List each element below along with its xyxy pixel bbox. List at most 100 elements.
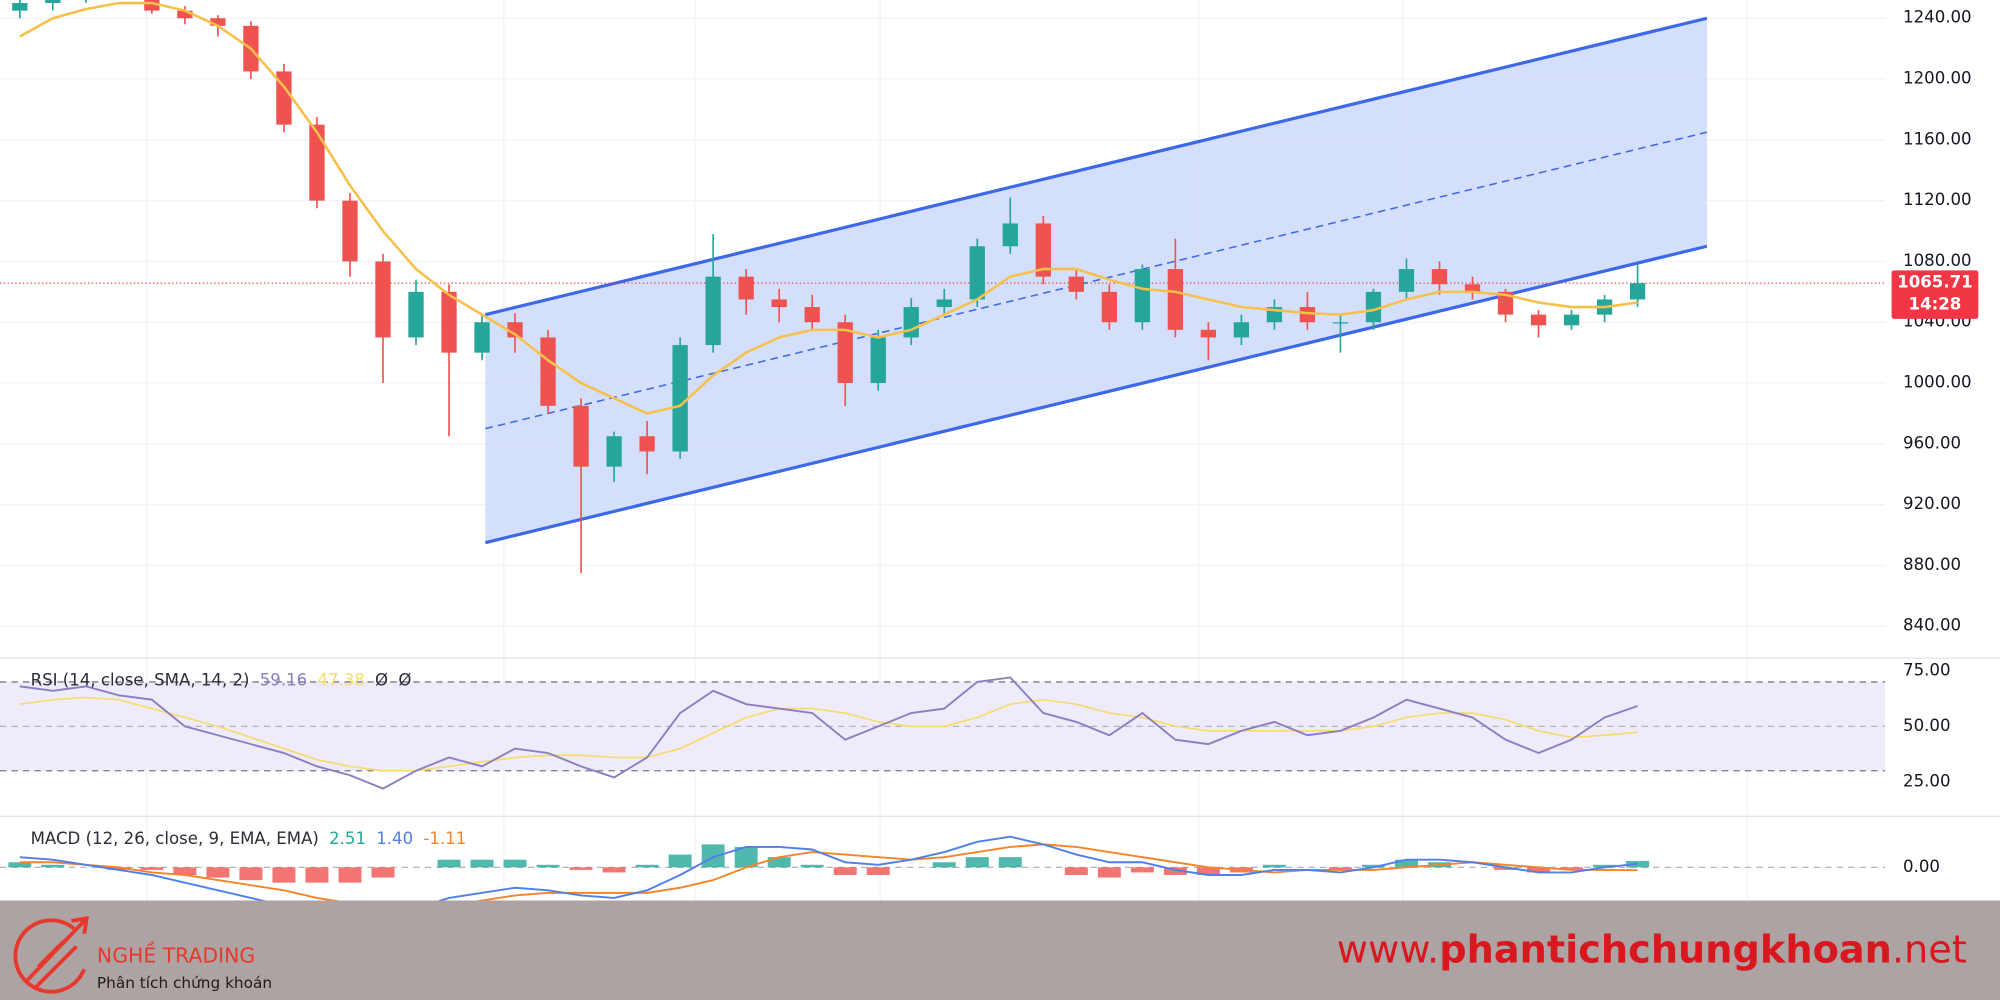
macd-histogram-bar bbox=[1064, 867, 1088, 875]
candle-body bbox=[210, 18, 226, 26]
candle-body bbox=[375, 261, 391, 338]
y-tick-label: 75.00 bbox=[1903, 660, 1950, 679]
legend-text: 2.51 bbox=[329, 829, 366, 848]
macd-histogram-bar bbox=[41, 864, 65, 868]
website: www.phantichchungkhoan.net bbox=[1337, 927, 1967, 972]
y-tick-label: 920.00 bbox=[1903, 494, 1961, 513]
candle-body bbox=[144, 0, 160, 11]
macd-histogram-bar bbox=[569, 867, 593, 870]
candle-body bbox=[1101, 291, 1117, 323]
candle-body bbox=[1530, 314, 1547, 326]
candle-body bbox=[1233, 322, 1250, 338]
macd-histogram-bar bbox=[437, 859, 461, 868]
url-main: phantichchungkhoan bbox=[1439, 927, 1892, 972]
candle-body bbox=[1332, 322, 1349, 324]
candle-body bbox=[639, 436, 655, 452]
candle-body bbox=[342, 200, 358, 262]
macd-histogram-bar bbox=[833, 867, 857, 875]
candle-body bbox=[1464, 284, 1481, 292]
macd-histogram-bar bbox=[932, 862, 956, 868]
y-tick-label: 1240.00 bbox=[1903, 8, 1972, 27]
macd-histogram-bar bbox=[8, 862, 32, 868]
macd-histogram-bar bbox=[965, 857, 989, 868]
candle-body bbox=[1431, 269, 1448, 285]
y-tick-label: 1120.00 bbox=[1903, 190, 1972, 209]
macd-histogram-bar bbox=[1394, 859, 1418, 868]
price-label: 1065.71 bbox=[1897, 273, 1973, 292]
candle-body bbox=[507, 322, 523, 338]
candle-body bbox=[870, 337, 886, 384]
price-pane bbox=[0, 0, 1886, 627]
macd-histogram-bar bbox=[1163, 867, 1187, 875]
channel-middle bbox=[485, 131, 1708, 430]
macd-histogram-bar bbox=[998, 857, 1022, 868]
macd-histogram-bar bbox=[1593, 864, 1617, 868]
legend-text: MACD (12, 26, close, 9, EMA, EMA) bbox=[31, 829, 319, 848]
footer-bar bbox=[0, 900, 2000, 1000]
macd-histogram-bar bbox=[1262, 864, 1286, 868]
macd-histogram-bar bbox=[338, 867, 362, 883]
macd-histogram-bar bbox=[635, 864, 659, 868]
macd-histogram-bar bbox=[239, 867, 263, 881]
candle-body bbox=[276, 71, 292, 125]
legend-text: 59.16 bbox=[260, 671, 307, 690]
candle-body bbox=[1563, 314, 1580, 326]
url-prefix: www. bbox=[1337, 927, 1440, 972]
candle-body bbox=[1365, 291, 1382, 323]
candle-body bbox=[1398, 269, 1415, 292]
legend-text: 1.40 bbox=[376, 829, 413, 848]
candle-body bbox=[672, 345, 688, 452]
candle-body bbox=[1134, 269, 1151, 323]
candle-body bbox=[1167, 269, 1184, 330]
time-label: 14:28 bbox=[1909, 294, 1962, 313]
brand: NGHỀ TRADING bbox=[97, 941, 255, 968]
y-tick-label: 840.00 bbox=[1903, 616, 1961, 635]
legend-text: RSI (14, close, SMA, 14, 2) bbox=[31, 671, 250, 690]
candle-body bbox=[441, 291, 457, 353]
macd-histogram-bar bbox=[800, 864, 824, 868]
macd-histogram-bar bbox=[1328, 867, 1352, 870]
y-tick-label: 960.00 bbox=[1903, 433, 1961, 452]
macd-pane: MACD (12, 26, close, 9, EMA, EMA) 2.51 1.4… bbox=[0, 829, 1886, 901]
y-tick-label: 1000.00 bbox=[1903, 373, 1972, 392]
macd-histogram-bar bbox=[668, 854, 692, 868]
signal-line bbox=[19, 843, 1638, 901]
candle-body bbox=[936, 299, 952, 308]
macd-histogram-bar bbox=[272, 867, 296, 883]
macd-histogram-bar bbox=[1494, 867, 1518, 870]
rsi-sma-line bbox=[19, 696, 1638, 772]
macd-histogram-bar bbox=[470, 859, 494, 868]
candle-body bbox=[1497, 291, 1514, 315]
y-tick-label: 50.00 bbox=[1903, 716, 1950, 735]
tagline: Phân tích chứng khoán bbox=[97, 974, 272, 992]
legend-text: -1.11 bbox=[423, 829, 466, 848]
candle-body bbox=[606, 436, 622, 467]
price-label-box bbox=[1891, 270, 1979, 319]
candle-body bbox=[408, 291, 424, 338]
candle-body bbox=[804, 307, 820, 323]
candle-body bbox=[969, 246, 985, 300]
macd-histogram-bar bbox=[1361, 864, 1385, 868]
sma-line bbox=[19, 1, 1638, 415]
candle-body bbox=[1629, 283, 1646, 300]
candle-body bbox=[12, 3, 28, 11]
macd-histogram-bar bbox=[1130, 867, 1154, 873]
candle-body bbox=[45, 0, 61, 4]
macd-histogram-bar bbox=[602, 867, 626, 873]
y-tick-label: 1080.00 bbox=[1903, 251, 1972, 270]
macd-histogram-bar bbox=[107, 867, 131, 870]
candle-body bbox=[309, 124, 325, 201]
axes: 840.00880.00920.00960.001000.001040.0010… bbox=[1891, 8, 1979, 876]
candle-body bbox=[903, 307, 919, 338]
legend-text: 47.38 bbox=[317, 671, 364, 690]
macd-histogram-bar bbox=[305, 867, 329, 883]
macd-line bbox=[19, 835, 1638, 901]
y-tick-label: 25.00 bbox=[1903, 771, 1950, 790]
candle-body bbox=[540, 337, 556, 406]
macd-histogram-bar bbox=[371, 867, 395, 878]
logo bbox=[13, 916, 90, 994]
macd-histogram-bar bbox=[140, 867, 164, 870]
macd-histogram-bar bbox=[1527, 867, 1551, 873]
y-tick-label: 1200.00 bbox=[1903, 69, 1972, 88]
candle-body bbox=[1002, 223, 1018, 247]
